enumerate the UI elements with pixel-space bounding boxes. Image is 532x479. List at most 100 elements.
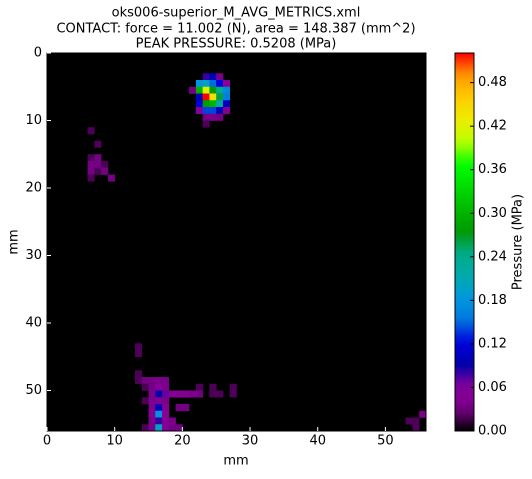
- heat-cell: [155, 377, 163, 385]
- heat-cell: [222, 80, 231, 88]
- heat-cell: [87, 167, 95, 175]
- heat-cell: [162, 424, 170, 432]
- x-tick-label: 40: [309, 434, 326, 449]
- heat-cell: [94, 167, 102, 175]
- heat-cell: [209, 107, 217, 115]
- heat-cell: [162, 417, 170, 425]
- x-tick-label: 10: [106, 434, 123, 449]
- heat-cell: [216, 113, 224, 121]
- heat-cell: [155, 397, 163, 405]
- heat-cell: [141, 397, 149, 405]
- colorbar-tick-label: 0.48: [478, 75, 507, 90]
- colorbar-tick-label: 0.24: [478, 249, 507, 264]
- heat-cell: [216, 86, 224, 94]
- heat-cell: [216, 107, 224, 115]
- heat-cell: [148, 410, 156, 418]
- heat-cell: [209, 113, 217, 121]
- heat-cell: [202, 107, 210, 115]
- plot-frame: [46, 52, 427, 432]
- heat-cell: [94, 154, 102, 162]
- heat-cell: [101, 161, 109, 169]
- heat-cell: [155, 383, 163, 391]
- heat-cell: [162, 377, 170, 385]
- y-tick-label: 20: [25, 181, 42, 196]
- heat-cell: [134, 343, 143, 351]
- heat-cell: [168, 417, 176, 425]
- heat-cell: [195, 100, 203, 108]
- heat-cell: [162, 404, 170, 412]
- heat-cell: [209, 100, 217, 108]
- heat-cell: [107, 174, 115, 182]
- y-tick-label: 40: [25, 316, 42, 331]
- heat-cell: [209, 80, 217, 88]
- heat-cell: [195, 93, 203, 101]
- heat-cell: [141, 383, 149, 391]
- heat-cell: [87, 161, 95, 169]
- heat-cell: [101, 167, 109, 175]
- x-tick-label: 0: [43, 434, 51, 449]
- heat-cell: [168, 424, 176, 432]
- heat-cell: [182, 390, 190, 398]
- heat-cell: [148, 417, 156, 425]
- x-tick-label: 20: [174, 434, 191, 449]
- heat-cell: [209, 93, 217, 101]
- heat-cell: [216, 100, 224, 108]
- heat-cell: [209, 383, 217, 391]
- heat-cell: [148, 404, 156, 412]
- heat-cell: [148, 377, 156, 385]
- heat-cell: [229, 383, 237, 391]
- heat-cell: [87, 174, 95, 182]
- y-tick-label: 50: [25, 383, 42, 398]
- heat-cell: [155, 390, 163, 398]
- heat-cell: [222, 93, 231, 101]
- x-tick-label: 30: [242, 434, 259, 449]
- heat-cell: [182, 404, 190, 412]
- heat-cell: [175, 404, 183, 412]
- heat-cell: [222, 100, 231, 108]
- heat-cell: [162, 410, 170, 418]
- colorbar-tick-label: 0.30: [478, 206, 507, 221]
- colorbar-tick-label: 0.06: [478, 380, 507, 395]
- colorbar-tick-label: 0.12: [478, 336, 507, 351]
- colorbar-tick-label: 0.36: [478, 162, 507, 177]
- heat-cell: [405, 417, 413, 425]
- annotation: PEAK PRESSURE: 0.5208 (MPa): [136, 37, 337, 52]
- heat-cell: [216, 80, 224, 88]
- x-tick-label: 50: [377, 434, 394, 449]
- heat-cell: [141, 377, 149, 385]
- heat-cell: [87, 154, 95, 162]
- heat-cell: [202, 86, 210, 94]
- heat-cell: [168, 390, 176, 398]
- heat-cell: [134, 377, 143, 385]
- heat-cell: [412, 424, 420, 432]
- heat-cell: [202, 113, 210, 121]
- heat-cell: [195, 390, 203, 398]
- heat-cell: [134, 350, 143, 358]
- heat-cell: [134, 370, 143, 378]
- heat-cell: [216, 73, 224, 81]
- heat-cell: [412, 417, 420, 425]
- colorbar-tick-label: 0.42: [478, 119, 507, 134]
- colorbar: [454, 52, 475, 432]
- y-tick-label: 30: [25, 248, 42, 263]
- heat-cell: [202, 100, 210, 108]
- heat-cell: [209, 390, 217, 398]
- heat-cell: [202, 93, 210, 101]
- heat-cell: [87, 127, 95, 135]
- heat-cell: [155, 404, 163, 412]
- heat-cell: [189, 86, 197, 94]
- heat-cell: [202, 73, 210, 81]
- heat-cell: [216, 93, 224, 101]
- heat-cell: [209, 73, 217, 81]
- heat-cell: [222, 86, 231, 94]
- heat-cell: [155, 410, 163, 418]
- heat-cell: [202, 80, 210, 88]
- y-axis-label: mm: [7, 229, 22, 254]
- y-tick-label: 10: [25, 113, 42, 128]
- chart-subtitle: CONTACT: force = 11.002 (N), area = 148.…: [56, 22, 415, 37]
- chart-title: oks006-superior_M_AVG_METRICS.xml: [112, 6, 361, 21]
- x-axis-label: mm: [223, 454, 248, 469]
- heat-cell: [141, 424, 149, 432]
- heat-cell: [222, 107, 231, 115]
